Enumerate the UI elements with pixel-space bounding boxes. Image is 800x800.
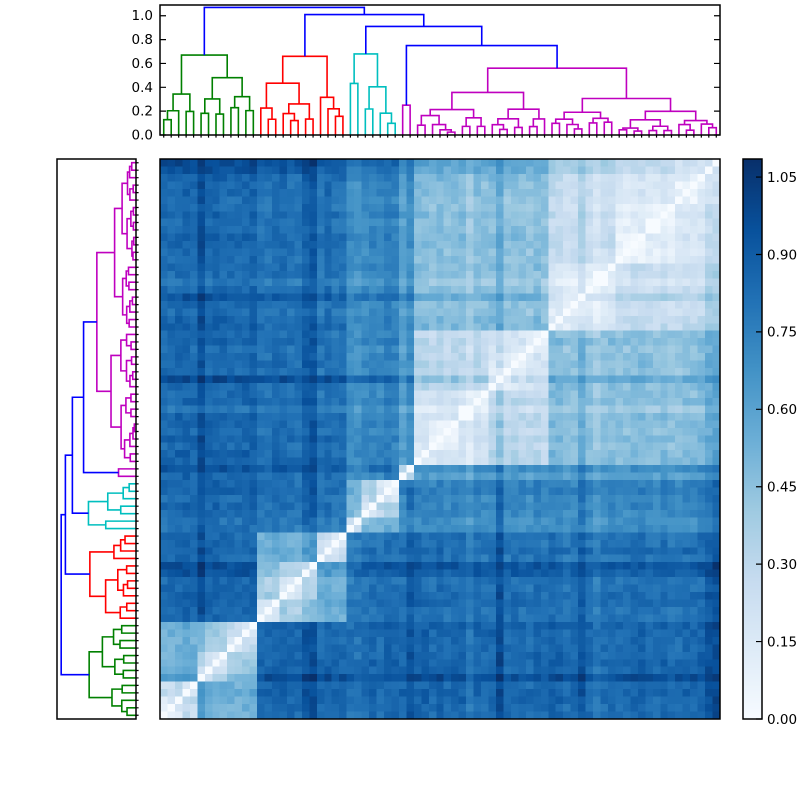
top-axis-tick-label: 0.4 bbox=[132, 80, 153, 96]
colorbar-tick-label: 0.15 bbox=[767, 634, 797, 650]
colorbar-tick-label: 0.75 bbox=[767, 325, 797, 341]
colorbar-tick-label: 0.90 bbox=[767, 247, 797, 263]
top-axis-tick-label: 0.2 bbox=[132, 104, 153, 120]
axis-ticks bbox=[136, 15, 762, 720]
top-axis-tick-label: 1.0 bbox=[132, 8, 153, 24]
row-dendrogram-frame bbox=[56, 158, 137, 720]
top-axis-tick-labels: 0.0 0.2 0.4 0.6 0.8 1.0 bbox=[132, 8, 153, 143]
colorbar-tick-label: 0.45 bbox=[767, 480, 797, 496]
colorbar-tick-label: 0.00 bbox=[767, 712, 797, 728]
colorbar-frame bbox=[742, 158, 763, 720]
top-axis-tick-label: 0.8 bbox=[132, 32, 153, 48]
top-dendrogram-frame bbox=[159, 4, 721, 136]
colorbar-tick-label: 1.05 bbox=[767, 170, 797, 186]
top-dendrogram bbox=[162, 6, 718, 135]
colorbar-tick-label: 0.30 bbox=[767, 557, 797, 573]
colorbar-gradient bbox=[743, 159, 762, 719]
top-axis-tick-label: 0.0 bbox=[132, 128, 153, 144]
distance-matrix-heatmap bbox=[160, 159, 720, 719]
colorbar-tick-label: 0.60 bbox=[767, 402, 797, 418]
top-axis-tick-label: 0.6 bbox=[132, 56, 153, 72]
heatmap-frame bbox=[159, 158, 721, 720]
row-dendrogram bbox=[60, 161, 136, 717]
colorbar-tick-labels: 0.00 0.15 0.30 0.45 0.60 0.75 0.90 1.05 bbox=[767, 170, 797, 728]
